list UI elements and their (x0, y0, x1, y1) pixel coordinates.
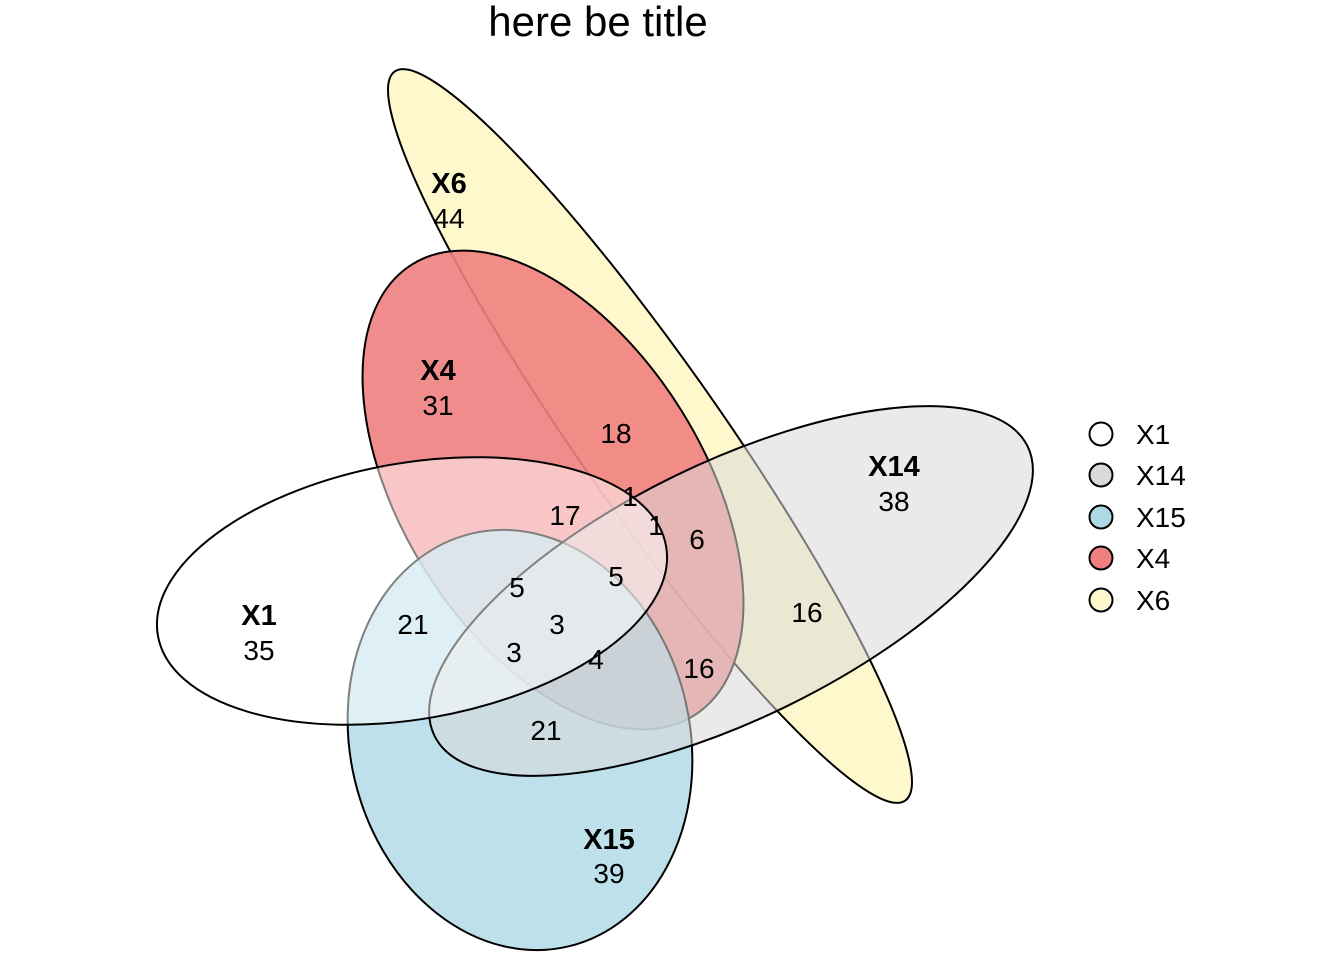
intersection-count: 1 (622, 481, 638, 512)
set-count-x15: 39 (593, 858, 624, 889)
set-label-x15: X15 (583, 824, 635, 856)
intersection-count: 5 (608, 561, 624, 592)
legend: X1 X14 X15 X4 X6 (1088, 419, 1186, 616)
intersection-count: 16 (791, 597, 822, 628)
intersection-count: 1 (648, 510, 664, 541)
legend-swatch-x4 (1088, 545, 1114, 571)
intersection-count: 3 (506, 637, 522, 668)
set-count-x14: 38 (878, 486, 909, 517)
intersection-count: 21 (397, 609, 428, 640)
set-ellipse-x14 (428, 405, 1034, 777)
set-label-x6: X6 (431, 168, 466, 200)
intersection-count: 16 (683, 653, 714, 684)
legend-label-x15: X15 (1136, 502, 1186, 533)
intersection-count: 5 (509, 572, 525, 603)
legend-swatch-x14 (1088, 462, 1114, 488)
intersection-count: 17 (549, 500, 580, 531)
legend-swatch-x1 (1088, 421, 1114, 447)
set-label-x4: X4 (420, 355, 455, 387)
intersection-count: 18 (600, 418, 631, 449)
intersection-count: 4 (588, 644, 604, 675)
set-count-x4: 31 (422, 390, 453, 421)
set-count-x1: 35 (243, 635, 274, 666)
legend-label-x1: X1 (1136, 419, 1170, 450)
intersection-count: 6 (689, 524, 705, 555)
set-label-x14: X14 (868, 451, 920, 483)
intersection-count: 3 (549, 609, 565, 640)
set-ellipse-x1 (155, 456, 669, 726)
chart-title: here be title (488, 0, 707, 45)
legend-label-x6: X6 (1136, 585, 1170, 616)
legend-label-x4: X4 (1136, 543, 1170, 574)
set-label-x1: X1 (241, 600, 276, 632)
legend-label-x14: X14 (1136, 460, 1186, 491)
set-count-x6: 44 (433, 203, 464, 234)
legend-swatch-x15 (1088, 504, 1114, 530)
legend-swatch-x6 (1088, 587, 1114, 613)
intersection-count: 21 (530, 715, 561, 746)
